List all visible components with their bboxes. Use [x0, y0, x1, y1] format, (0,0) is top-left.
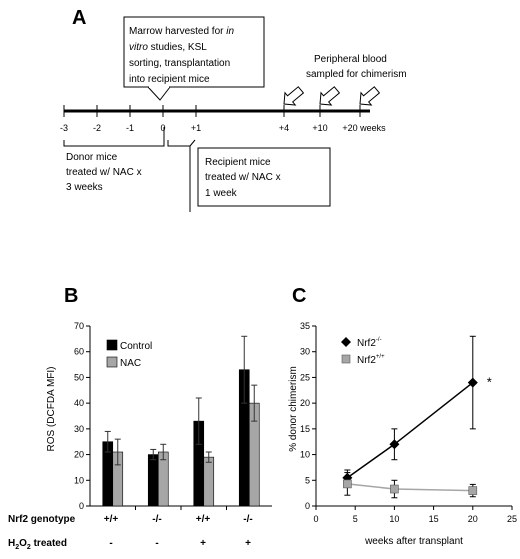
legend-label: Nrf2-/- — [357, 337, 382, 349]
line-x-tick-label: 10 — [389, 514, 399, 524]
panel-b-letter: B — [64, 285, 78, 307]
timeline-tick-label: -2 — [93, 123, 101, 133]
panel-c: C % donor chimerism weeks after transpla… — [288, 285, 517, 547]
donor-bracket — [63, 127, 165, 147]
h2o2-row-label: H2O2 treated — [8, 538, 67, 551]
bar-y-tick-label: 0 — [79, 501, 84, 511]
marrow-box-line3: sorting, transplantation — [129, 58, 230, 69]
line-y-tick-label: 35 — [300, 321, 310, 331]
bar-y-tick-label: 70 — [74, 321, 84, 331]
legend-label-nac: NAC — [120, 358, 141, 369]
h2o2-value: + — [200, 538, 206, 549]
blood-label-line1: Peripheral blood — [314, 54, 387, 65]
timeline-tick-label: +1 — [191, 123, 201, 133]
recipient-box-line1: Recipient mice — [205, 157, 271, 168]
bar-y-tick-label: 30 — [74, 424, 84, 434]
sampling-arrow-10 — [319, 86, 341, 106]
marrow-harvest-box: Marrow harvested for in vitro studies, K… — [123, 16, 265, 101]
bar-y-tick-label: 40 — [74, 398, 84, 408]
panel-b-ylabel: ROS (DCFDA MFI) — [46, 367, 57, 452]
recipient-box: Recipient mice treated w/ NAC x 1 week — [197, 147, 331, 207]
line-x-tick-label: 0 — [313, 514, 318, 524]
bar-y-tick-label: 60 — [74, 347, 84, 357]
ros-bar-chart: 0 10 20 30 40 50 60 70 Control NAC — [74, 321, 272, 511]
significance-star: * — [487, 375, 492, 390]
data-point-square — [468, 486, 478, 495]
genotype-value: -/- — [243, 514, 252, 525]
line-y-tick-label: 0 — [305, 501, 310, 511]
marrow-box-line2: vitro studies, KSL — [129, 42, 207, 53]
bar-control — [147, 454, 159, 507]
donor-label-line2: treated w/ NAC x — [66, 167, 142, 178]
series-line — [347, 483, 473, 492]
data-point-square — [390, 484, 399, 494]
legend-marker-square — [341, 354, 351, 364]
h2o2-value: - — [109, 538, 112, 549]
panel-a-letter: A — [72, 7, 86, 29]
timeline-tick-label: -3 — [60, 123, 68, 133]
series-line — [346, 381, 474, 479]
legend-marker-diamond — [341, 337, 351, 347]
recipient-box-line2: treated w/ NAC x — [205, 172, 281, 183]
panel-b: B ROS (DCFDA MFI) 0 10 20 30 40 50 60 70 Control… — [8, 285, 272, 551]
line-y-tick-label: 15 — [300, 424, 310, 434]
h2o2-value: + — [245, 538, 251, 549]
timeline-tick-label: 0 — [160, 123, 165, 133]
line-y-tick-label: 30 — [300, 347, 310, 357]
genotype-value: -/- — [152, 514, 161, 525]
line-x-tick-label: 25 — [507, 514, 517, 524]
blood-label-line2: sampled for chimerism — [306, 69, 407, 80]
data-point-diamond — [389, 439, 400, 450]
bar-nac — [203, 456, 215, 507]
condition-rows: +/+ -/- +/+ -/- - - + + — [104, 514, 253, 549]
legend-swatch-nac — [106, 356, 118, 368]
sampling-arrow-20 — [359, 86, 381, 106]
bar-y-tick-label: 50 — [74, 372, 84, 382]
line-y-tick-label: 10 — [300, 450, 310, 460]
timeline-tick-label: +20 weeks — [342, 123, 386, 133]
donor-label-line1: Donor mice — [66, 152, 118, 163]
line-x-tick-label: 20 — [468, 514, 478, 524]
panel-c-xlabel: weeks after transplant — [364, 536, 463, 547]
timeline-tick-label: +4 — [279, 123, 289, 133]
recipient-bracket — [167, 139, 196, 212]
sampling-arrow-4 — [283, 86, 305, 106]
panel-c-letter: C — [292, 285, 306, 307]
marrow-box-line4: into recipient mice — [129, 74, 210, 85]
h2o2-value: - — [155, 538, 158, 549]
recipient-box-line3: 1 week — [205, 188, 238, 199]
legend-label: Nrf2+/+ — [357, 354, 385, 366]
genotype-row-label: Nrf2 genotype — [8, 514, 76, 525]
legend-swatch-control — [106, 339, 118, 351]
genotype-value: +/+ — [104, 514, 119, 525]
chimerism-line-chart: 0 5 10 15 20 25 30 35 0 5 10 15 20 25 Nrf2-/- Nrf2+/+ * — [300, 321, 517, 524]
marrow-box-line1: Marrow harvested for in — [129, 26, 234, 37]
line-x-tick-label: 15 — [429, 514, 439, 524]
legend-label-control: Control — [120, 341, 152, 352]
donor-label-line3: 3 weeks — [66, 182, 103, 193]
panel-a: A Marrow harvested for in vitro studies,… — [60, 7, 407, 212]
timeline-ticks: -3 -2 -1 0 +1 +4 +10 +20 weeks — [60, 105, 386, 133]
panel-c-ylabel: % donor chimerism — [288, 366, 299, 452]
line-y-tick-label: 20 — [300, 398, 310, 408]
timeline-tick-label: +10 — [312, 123, 327, 133]
data-point-square — [343, 479, 352, 489]
genotype-value: +/+ — [196, 514, 211, 525]
line-y-tick-label: 25 — [300, 372, 310, 382]
bar-y-tick-label: 20 — [74, 450, 84, 460]
line-y-tick-label: 5 — [305, 475, 310, 485]
timeline-tick-label: -1 — [126, 123, 134, 133]
line-x-tick-label: 5 — [353, 514, 358, 524]
data-point-diamond — [467, 377, 478, 388]
bar-y-tick-label: 10 — [74, 475, 84, 485]
